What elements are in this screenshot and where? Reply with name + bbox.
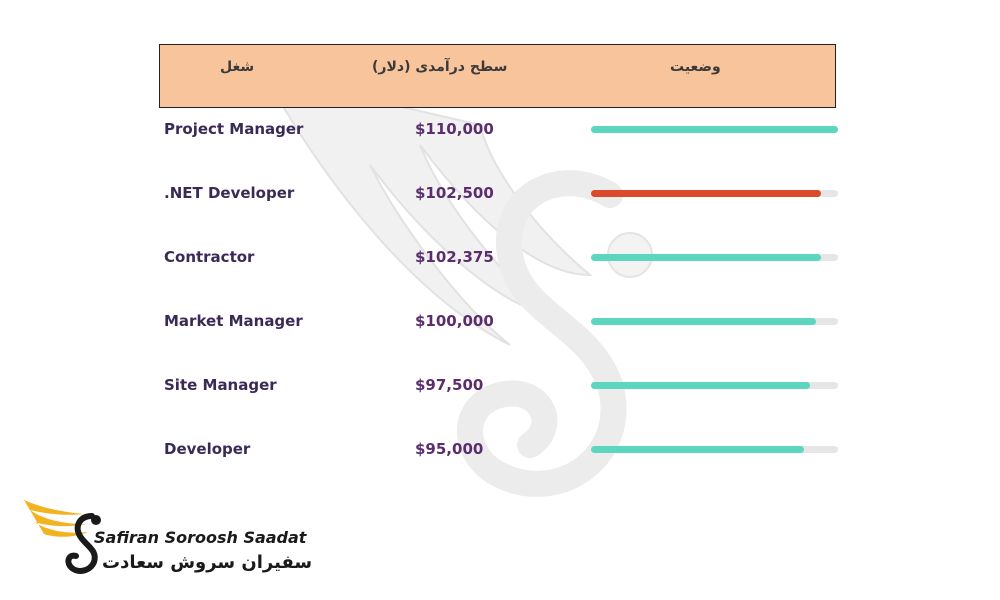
category-label: Site Manager — [164, 376, 277, 394]
table-row: Market Manager $100,000 — [160, 312, 840, 342]
value-label: $110,000 — [415, 120, 494, 138]
table-row: Site Manager $97,500 — [160, 376, 840, 406]
bar-track — [591, 254, 838, 261]
bar-track — [591, 126, 838, 133]
value-label: $102,500 — [415, 184, 494, 202]
bar-track — [591, 190, 838, 197]
category-label: Project Manager — [164, 120, 304, 138]
bar — [591, 190, 822, 197]
bar — [591, 126, 838, 133]
table-row: Project Manager $110,000 — [160, 120, 840, 150]
brand-name-en: Safiran Soroosh Saadat — [94, 528, 307, 547]
bar — [591, 254, 821, 261]
bar-track — [591, 382, 838, 389]
category-label: .NET Developer — [164, 184, 295, 202]
category-label: Contractor — [164, 248, 255, 266]
bar — [591, 318, 816, 325]
header-job: شغل — [220, 59, 255, 75]
bar — [591, 382, 810, 389]
table-row: .NET Developer $102,500 — [160, 184, 840, 214]
table-row: Developer $95,000 — [160, 440, 840, 470]
value-label: $97,500 — [415, 376, 484, 394]
table-header: شغل سطح درآمدی (دلار) وضعیت — [159, 44, 836, 108]
header-status: وضعیت — [670, 59, 721, 75]
bar-track — [591, 318, 838, 325]
category-label: Market Manager — [164, 312, 303, 330]
table-row: Contractor $102,375 — [160, 248, 840, 278]
header-salary: سطح درآمدی (دلار) — [372, 59, 508, 75]
value-label: $100,000 — [415, 312, 494, 330]
brand-name-fa: سفیران سروش سعادت — [102, 552, 313, 573]
value-label: $95,000 — [415, 440, 484, 458]
bird-logo-icon — [24, 500, 101, 574]
category-label: Developer — [164, 440, 251, 458]
brand-logo: Safiran Soroosh Saadat سفیران سروش سعادت — [22, 494, 312, 584]
bar-track — [591, 446, 838, 453]
bar — [591, 446, 805, 453]
value-label: $102,375 — [415, 248, 494, 266]
